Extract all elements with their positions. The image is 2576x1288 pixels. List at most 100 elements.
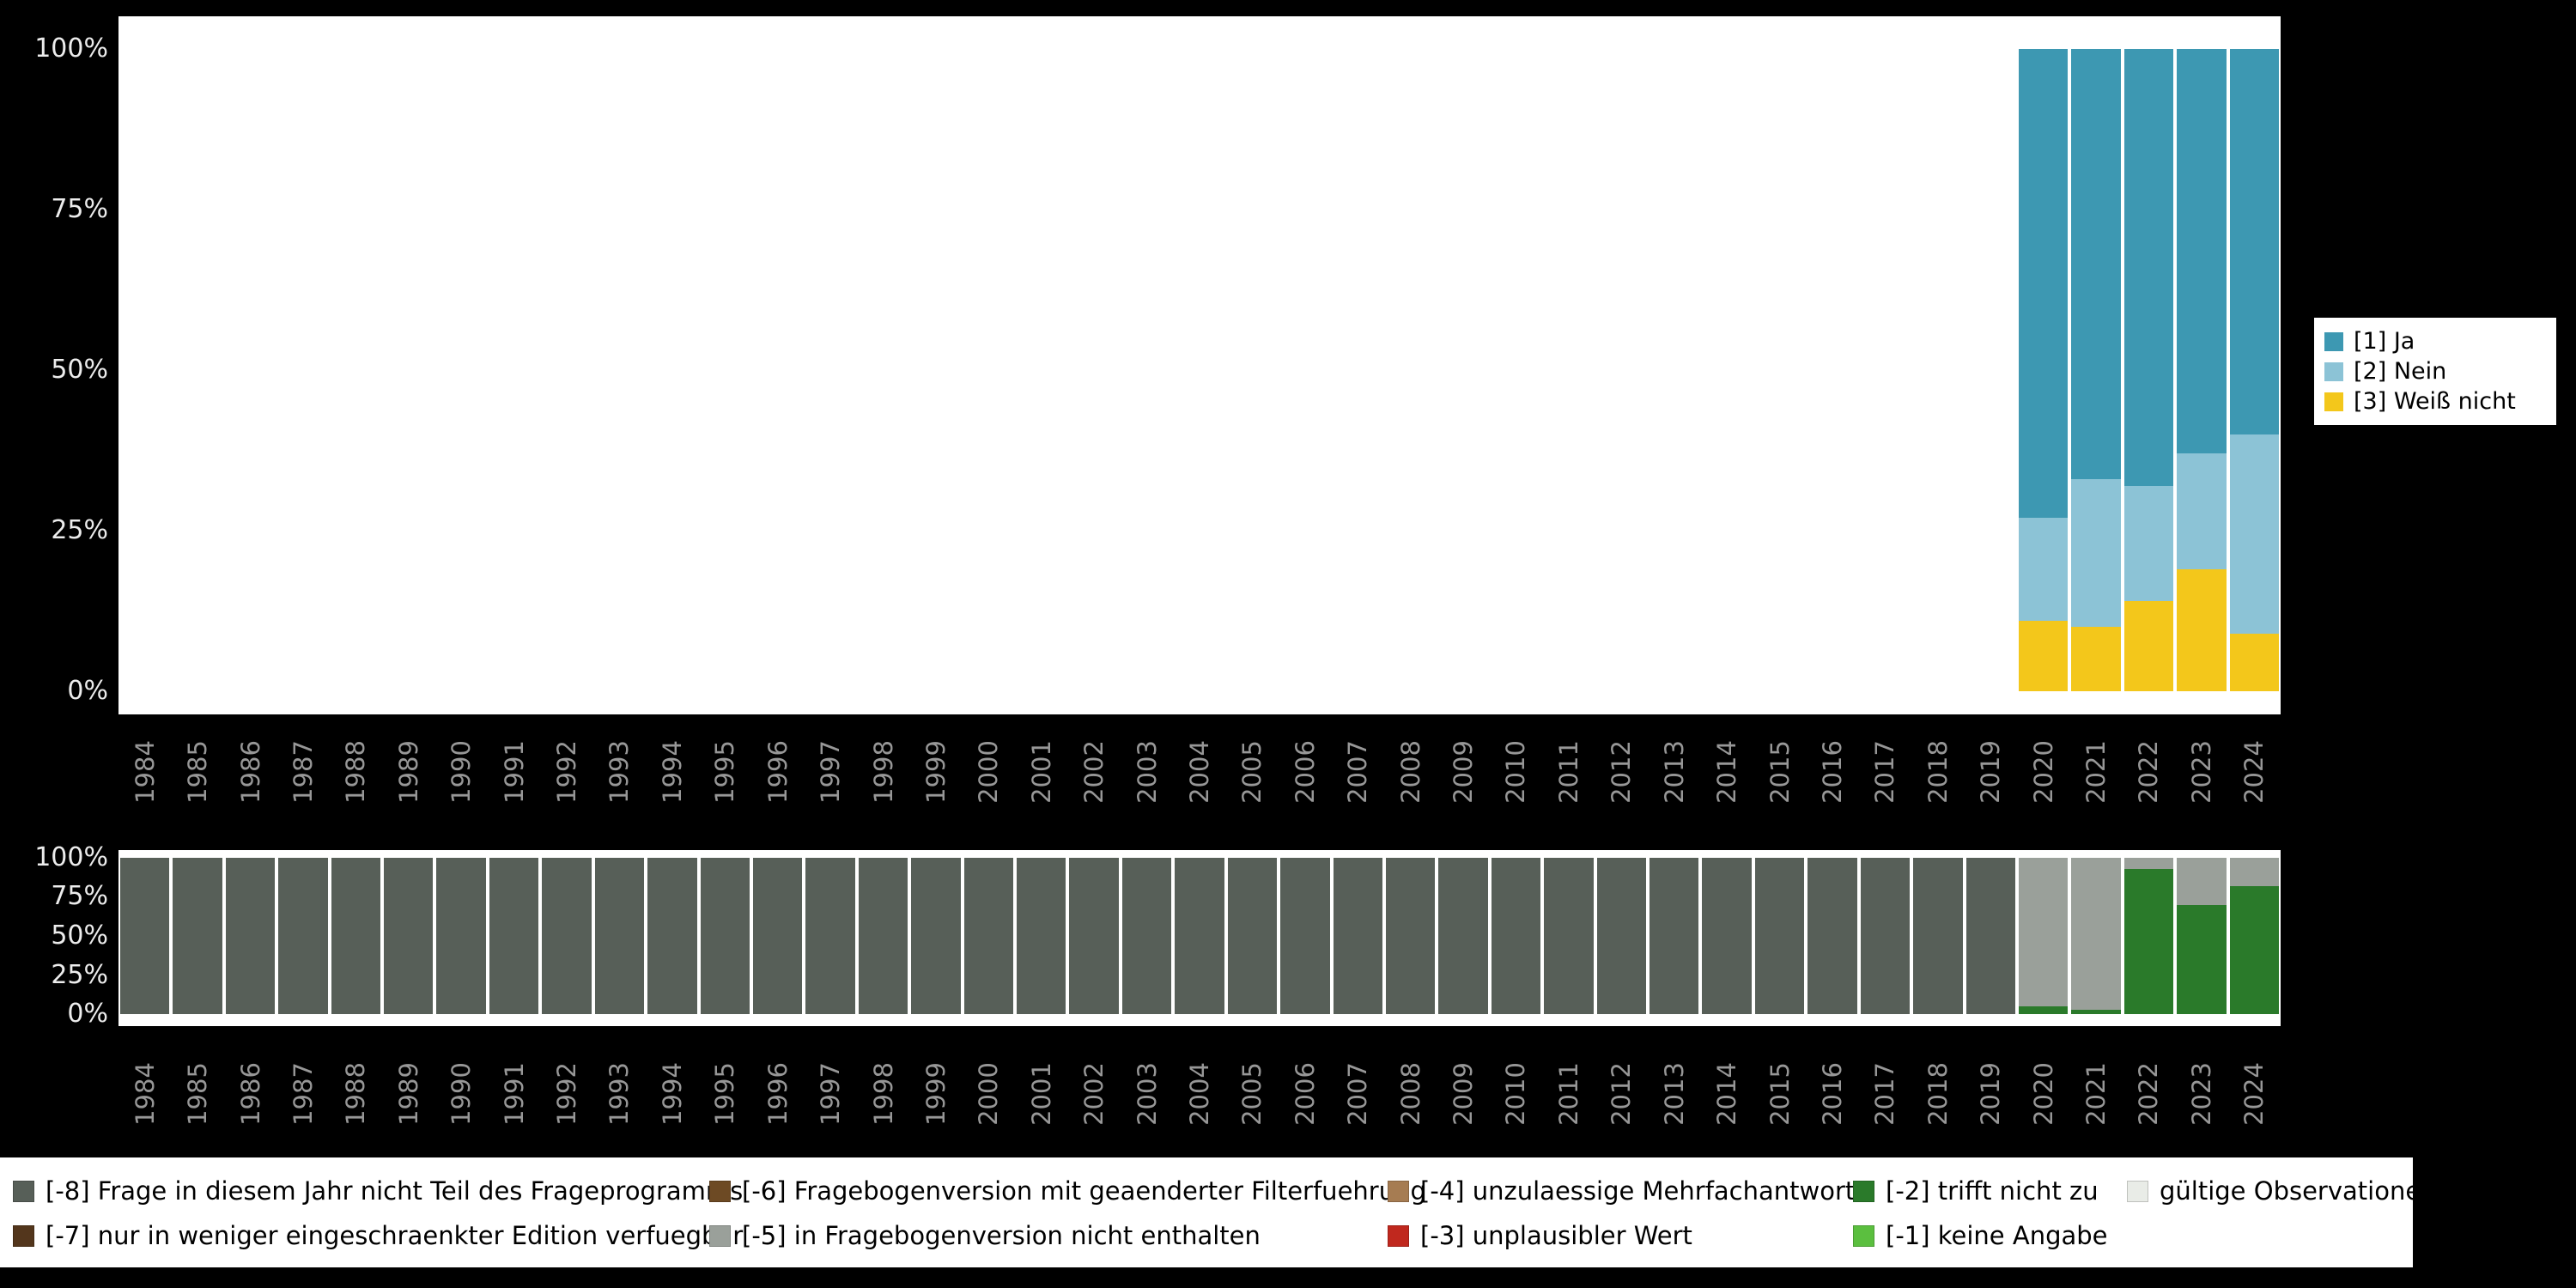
missing-legend-item-label: [-1] keine Angabe (1886, 1221, 2108, 1250)
bar-segment-2022[interactable] (2123, 49, 2174, 486)
bar-segment-2017[interactable] (1860, 858, 1911, 1014)
year-label: 1996 (762, 740, 793, 804)
year-label: 2007 (1343, 740, 1373, 804)
bar-segment-1995[interactable] (700, 858, 750, 1014)
bar-segment-2022[interactable] (2123, 601, 2174, 691)
bar-segment-2013[interactable] (1649, 858, 1699, 1014)
bar-segment-2003[interactable] (1121, 858, 1172, 1014)
year-label: 2005 (1237, 740, 1267, 804)
year-label: 1986 (235, 740, 265, 804)
bar-segment-1985[interactable] (173, 858, 222, 1014)
year-label: 1994 (657, 740, 687, 804)
bar-segment-2023[interactable] (2177, 453, 2227, 569)
bar-segment-2012[interactable] (1596, 858, 1647, 1014)
year-label: 2010 (1501, 1062, 1531, 1126)
bar-segment-1996[interactable] (752, 858, 803, 1014)
year-label: 2000 (974, 1062, 1004, 1126)
bar-segment-1993[interactable] (594, 858, 645, 1014)
bar-segment-2022[interactable] (2123, 868, 2174, 1014)
bar-segment-2020[interactable] (2018, 518, 2069, 621)
bar-segment-1999[interactable] (911, 858, 961, 1014)
bar-segment-2024[interactable] (2229, 633, 2279, 691)
bar-segment-2005[interactable] (1227, 858, 1278, 1014)
bar-segment-2014[interactable] (1702, 858, 1752, 1014)
bar-segment-2010[interactable] (1491, 858, 1541, 1014)
year-label: 2006 (1290, 740, 1320, 804)
year-label: 1997 (816, 740, 846, 804)
bar-segment-2002[interactable] (1069, 858, 1119, 1014)
bar-segment-1998[interactable] (858, 858, 908, 1014)
bar-segment-2004[interactable] (1175, 858, 1224, 1014)
bar-segment-2023[interactable] (2177, 904, 2227, 1014)
bar-segment-2021[interactable] (2071, 1009, 2121, 1014)
bar-segment-2015[interactable] (1754, 858, 1805, 1014)
missing-legend-item: gültige Observationen (2127, 1176, 2437, 1206)
year-label: 1997 (816, 1062, 846, 1126)
year-label: 2023 (2186, 1062, 2216, 1126)
legend-item[interactable]: [1] Ja (2324, 326, 2546, 356)
year-label: 2011 (1553, 1062, 1583, 1126)
bar-segment-1984[interactable] (120, 858, 170, 1014)
year-label: 1989 (393, 740, 423, 804)
year-label: 2015 (1765, 740, 1795, 804)
legend-item-label: [1] Ja (2354, 328, 2415, 355)
bar-segment-2024[interactable] (2229, 49, 2279, 434)
bar-segment-1990[interactable] (436, 858, 486, 1014)
ytick-label: 75% (51, 881, 108, 911)
legend-item[interactable]: [3] Weiß nicht (2324, 386, 2546, 416)
bar-segment-2016[interactable] (1807, 858, 1857, 1014)
bar-segment-2020[interactable] (2018, 1005, 2069, 1014)
bar-segment-1997[interactable] (805, 858, 855, 1014)
ytick-label: 25% (51, 515, 108, 545)
bar-segment-2019[interactable] (1965, 858, 2015, 1014)
missing-legend-swatch-icon (1853, 1180, 1874, 1202)
year-label: 1999 (920, 1062, 951, 1126)
bar-segment-1989[interactable] (384, 858, 434, 1014)
bar-segment-1988[interactable] (331, 858, 381, 1014)
bar-segment-1986[interactable] (225, 858, 276, 1014)
bar-segment-2007[interactable] (1333, 858, 1382, 1014)
year-label: 2020 (2028, 1062, 2058, 1126)
bar-segment-1994[interactable] (647, 858, 697, 1014)
bar-segment-2006[interactable] (1280, 858, 1330, 1014)
bar-segment-2021[interactable] (2071, 49, 2121, 480)
missing-legend-swatch-icon (2127, 1180, 2148, 1202)
legend-swatch-icon (2324, 331, 2343, 351)
missing-legend-item: [-4] unzulaessige Mehrfachantwort (1388, 1176, 1855, 1206)
year-label: 2019 (1976, 1062, 2006, 1126)
bar-segment-2001[interactable] (1017, 858, 1066, 1014)
bar-segment-2020[interactable] (2018, 49, 2069, 519)
bar-segment-2011[interactable] (1544, 858, 1594, 1014)
bar-segment-2020[interactable] (2018, 858, 2069, 1006)
year-label: 2008 (1395, 1062, 1425, 1126)
year-label: 1988 (341, 740, 371, 804)
missing-legend-swatch-icon (709, 1224, 731, 1247)
bar-segment-2021[interactable] (2071, 479, 2121, 628)
bar-segment-2000[interactable] (963, 858, 1014, 1014)
bar-segment-2023[interactable] (2177, 858, 2227, 905)
legend-item[interactable]: [2] Nein (2324, 356, 2546, 386)
bar-segment-2023[interactable] (2177, 49, 2227, 454)
year-label: 2014 (1712, 1062, 1742, 1126)
bar-segment-2023[interactable] (2177, 568, 2227, 691)
bar-segment-1991[interactable] (489, 858, 539, 1014)
bar-segment-2009[interactable] (1438, 858, 1488, 1014)
bar-segment-2022[interactable] (2123, 858, 2174, 869)
bar-segment-1987[interactable] (278, 858, 328, 1014)
bar-segment-2020[interactable] (2018, 620, 2069, 691)
bar-segment-2018[interactable] (1913, 858, 1963, 1014)
bar-segment-1992[interactable] (542, 858, 592, 1014)
year-label: 2004 (1185, 740, 1214, 804)
bar-segment-2024[interactable] (2229, 858, 2279, 886)
bar-segment-2024[interactable] (2229, 885, 2279, 1014)
missing-legend-swatch-icon (13, 1224, 34, 1247)
ytick-label: 25% (51, 960, 108, 990)
year-label: 2002 (1079, 1062, 1109, 1126)
bar-segment-2022[interactable] (2123, 485, 2174, 602)
bar-segment-2024[interactable] (2229, 434, 2279, 634)
bar-segment-2021[interactable] (2071, 858, 2121, 1010)
year-label: 2021 (2081, 1062, 2111, 1126)
bar-segment-2008[interactable] (1385, 858, 1436, 1014)
bar-segment-2021[interactable] (2071, 627, 2121, 691)
